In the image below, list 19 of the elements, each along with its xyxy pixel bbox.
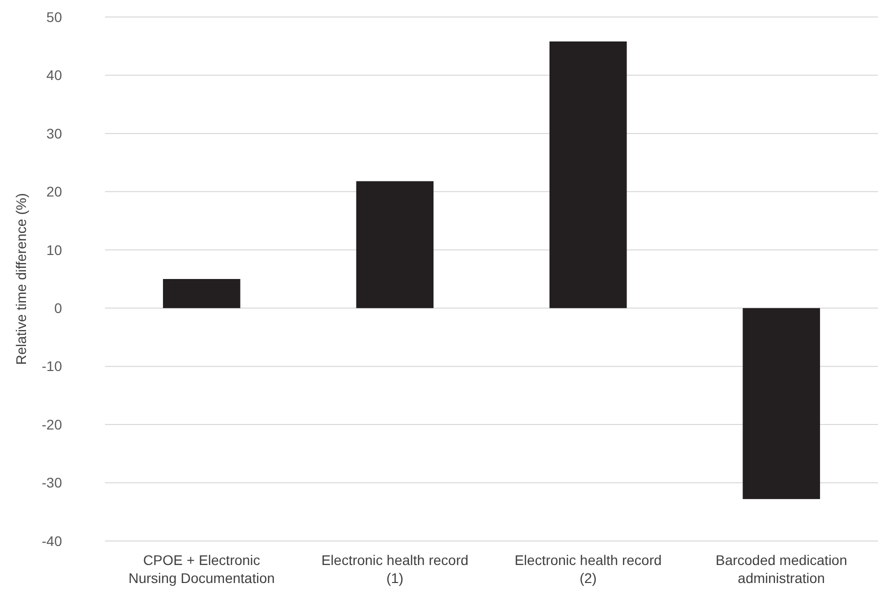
x-tick-label: Electronic health record (1) [321,552,468,586]
y-tick-label: -30 [42,474,62,491]
y-tick-label: 10 [46,242,62,258]
bar [549,41,627,308]
bar [162,279,240,308]
x-tick-label: Electronic health record (2) [514,552,662,586]
x-tick-label: Barcoded medication administration [716,552,848,586]
y-tick-label: 20 [46,184,62,200]
y-tick-label: 40 [46,67,62,84]
y-tick-label: -20 [42,416,62,432]
x-tick-label: CPOE + Electronic Nursing Documentation [128,552,275,586]
y-tick-label: -10 [42,358,62,374]
bar [356,181,434,308]
y-tick-label: 30 [46,125,62,142]
y-tick-label: 50 [46,8,62,25]
y-axis-title: Relative time difference (%) [13,193,29,365]
y-tick-label: -40 [42,532,62,549]
bar [742,308,820,500]
y-tick-label: 0 [54,300,62,316]
